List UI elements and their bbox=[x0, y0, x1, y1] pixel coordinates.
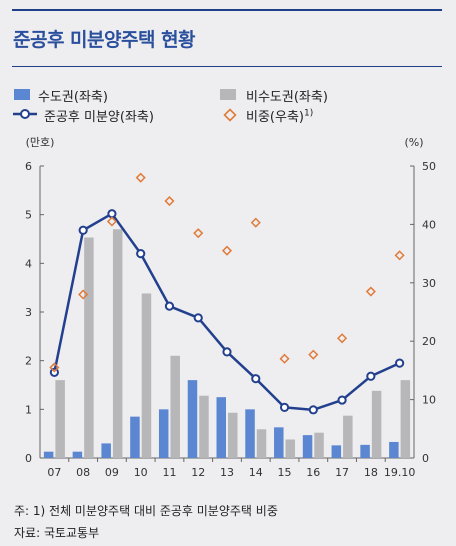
line-point-completed bbox=[164, 301, 175, 311]
x-tick-label: 17 bbox=[335, 466, 349, 479]
bar-metro bbox=[187, 380, 198, 458]
x-tick-label: 08 bbox=[76, 466, 90, 479]
bar-metro bbox=[43, 451, 54, 458]
line-point-completed bbox=[78, 225, 88, 235]
top-rule bbox=[12, 9, 442, 11]
bar-metro bbox=[216, 397, 226, 458]
point-ratio bbox=[394, 250, 405, 261]
x-tick-label: 11 bbox=[162, 466, 176, 479]
bar-nonmetro bbox=[141, 293, 152, 458]
footnote-note: 주: 1) 전체 미분양주택 대비 준공후 미분양주택 비중 bbox=[14, 504, 278, 518]
point-ratio bbox=[193, 228, 204, 239]
left-tick-label: 1 bbox=[25, 403, 32, 416]
left-tick-label: 4 bbox=[25, 257, 32, 270]
legend-label-ratio-text: 비중(우축) bbox=[246, 110, 304, 125]
x-tick-label: 15 bbox=[278, 466, 292, 479]
chart-title: 준공후 미분양주택 현황 bbox=[13, 29, 196, 51]
line-point-completed bbox=[337, 395, 347, 405]
line-point-completed bbox=[279, 402, 290, 412]
x-tick-label: 09 bbox=[105, 466, 119, 479]
bar-nonmetro bbox=[400, 380, 411, 458]
right-tick-label: 30 bbox=[422, 277, 436, 290]
bar-nonmetro bbox=[170, 355, 180, 458]
line-point-completed bbox=[308, 405, 318, 415]
bar-nonmetro bbox=[84, 237, 94, 458]
x-tick-label: 10 bbox=[134, 466, 148, 479]
bar-nonmetro bbox=[55, 380, 65, 458]
bar-nonmetro bbox=[285, 439, 296, 458]
bar-metro bbox=[302, 435, 313, 458]
legend-line-marker bbox=[13, 109, 37, 119]
x-tick-label: 19.10 bbox=[384, 466, 416, 479]
point-ratio bbox=[279, 353, 290, 364]
legend-label-nonmetro: 비수도권(좌축) bbox=[246, 90, 328, 105]
line-point-completed bbox=[395, 358, 405, 368]
x-tick-label: 13 bbox=[220, 466, 234, 479]
left-tick-label: 5 bbox=[25, 209, 32, 222]
line-completed bbox=[53, 212, 401, 412]
line-point-completed bbox=[107, 209, 117, 219]
right-axis-unit: (%) bbox=[404, 136, 423, 149]
footnote-source: 자료: 국토교통부 bbox=[14, 526, 100, 540]
line-point-completed bbox=[193, 313, 203, 323]
bar-nonmetro bbox=[371, 390, 382, 458]
x-tick-label: 14 bbox=[249, 466, 263, 479]
bar-nonmetro bbox=[112, 229, 123, 458]
title-divider bbox=[12, 66, 442, 67]
point-ratio bbox=[337, 333, 348, 344]
left-tick-label: 6 bbox=[25, 160, 32, 173]
right-tick-label: 40 bbox=[422, 218, 436, 231]
bar-nonmetro bbox=[314, 432, 324, 458]
right-tick-label: 0 bbox=[422, 452, 429, 465]
bar-metro bbox=[360, 444, 370, 458]
bar-metro bbox=[72, 451, 83, 458]
point-ratio bbox=[308, 349, 319, 360]
point-ratio bbox=[49, 362, 60, 373]
bar-metro bbox=[158, 409, 169, 458]
x-tick-label: 16 bbox=[306, 466, 320, 479]
x-tick-label: 12 bbox=[191, 466, 205, 479]
legend-label-ratio: 비중(우축)1) bbox=[246, 106, 313, 125]
bar-nonmetro bbox=[228, 412, 238, 458]
bar-nonmetro bbox=[343, 415, 353, 458]
left-tick-label: 0 bbox=[25, 452, 32, 465]
x-tick-label: 07 bbox=[47, 466, 61, 479]
legend-swatch-nonmetro bbox=[220, 89, 236, 100]
bar-metro bbox=[274, 427, 284, 458]
left-axis-unit: (만호) bbox=[26, 136, 55, 149]
legend-swatch-metro bbox=[14, 89, 30, 100]
bar-metro bbox=[101, 443, 111, 458]
left-tick-label: 2 bbox=[25, 355, 32, 368]
line-point-completed bbox=[136, 249, 146, 259]
line-point-completed bbox=[366, 371, 376, 381]
bar-metro bbox=[130, 416, 140, 458]
bar-metro bbox=[389, 441, 399, 458]
point-ratio bbox=[135, 172, 146, 183]
right-tick-label: 50 bbox=[422, 160, 436, 173]
point-ratio bbox=[164, 195, 175, 207]
legend-label-completed: 준공후 미분양(좌축) bbox=[44, 110, 154, 125]
point-ratio bbox=[106, 216, 117, 227]
right-tick-label: 20 bbox=[422, 335, 436, 348]
bar-metro bbox=[331, 445, 342, 458]
point-ratio bbox=[365, 286, 376, 297]
x-tick-label: 18 bbox=[364, 466, 378, 479]
line-point-completed bbox=[222, 347, 232, 357]
left-tick-label: 3 bbox=[25, 306, 32, 319]
right-tick-label: 10 bbox=[422, 394, 436, 407]
point-ratio bbox=[221, 245, 233, 256]
point-ratio bbox=[250, 217, 261, 228]
bar-nonmetro bbox=[199, 395, 209, 458]
legend-label-metro: 수도권(좌축) bbox=[38, 90, 108, 105]
legend-ratio-sup: 1) bbox=[303, 108, 314, 119]
bar-metro bbox=[245, 409, 255, 458]
bar-nonmetro bbox=[256, 429, 267, 458]
line-point-completed bbox=[251, 374, 261, 384]
point-ratio bbox=[78, 289, 89, 300]
legend-diamond-marker bbox=[223, 108, 237, 122]
